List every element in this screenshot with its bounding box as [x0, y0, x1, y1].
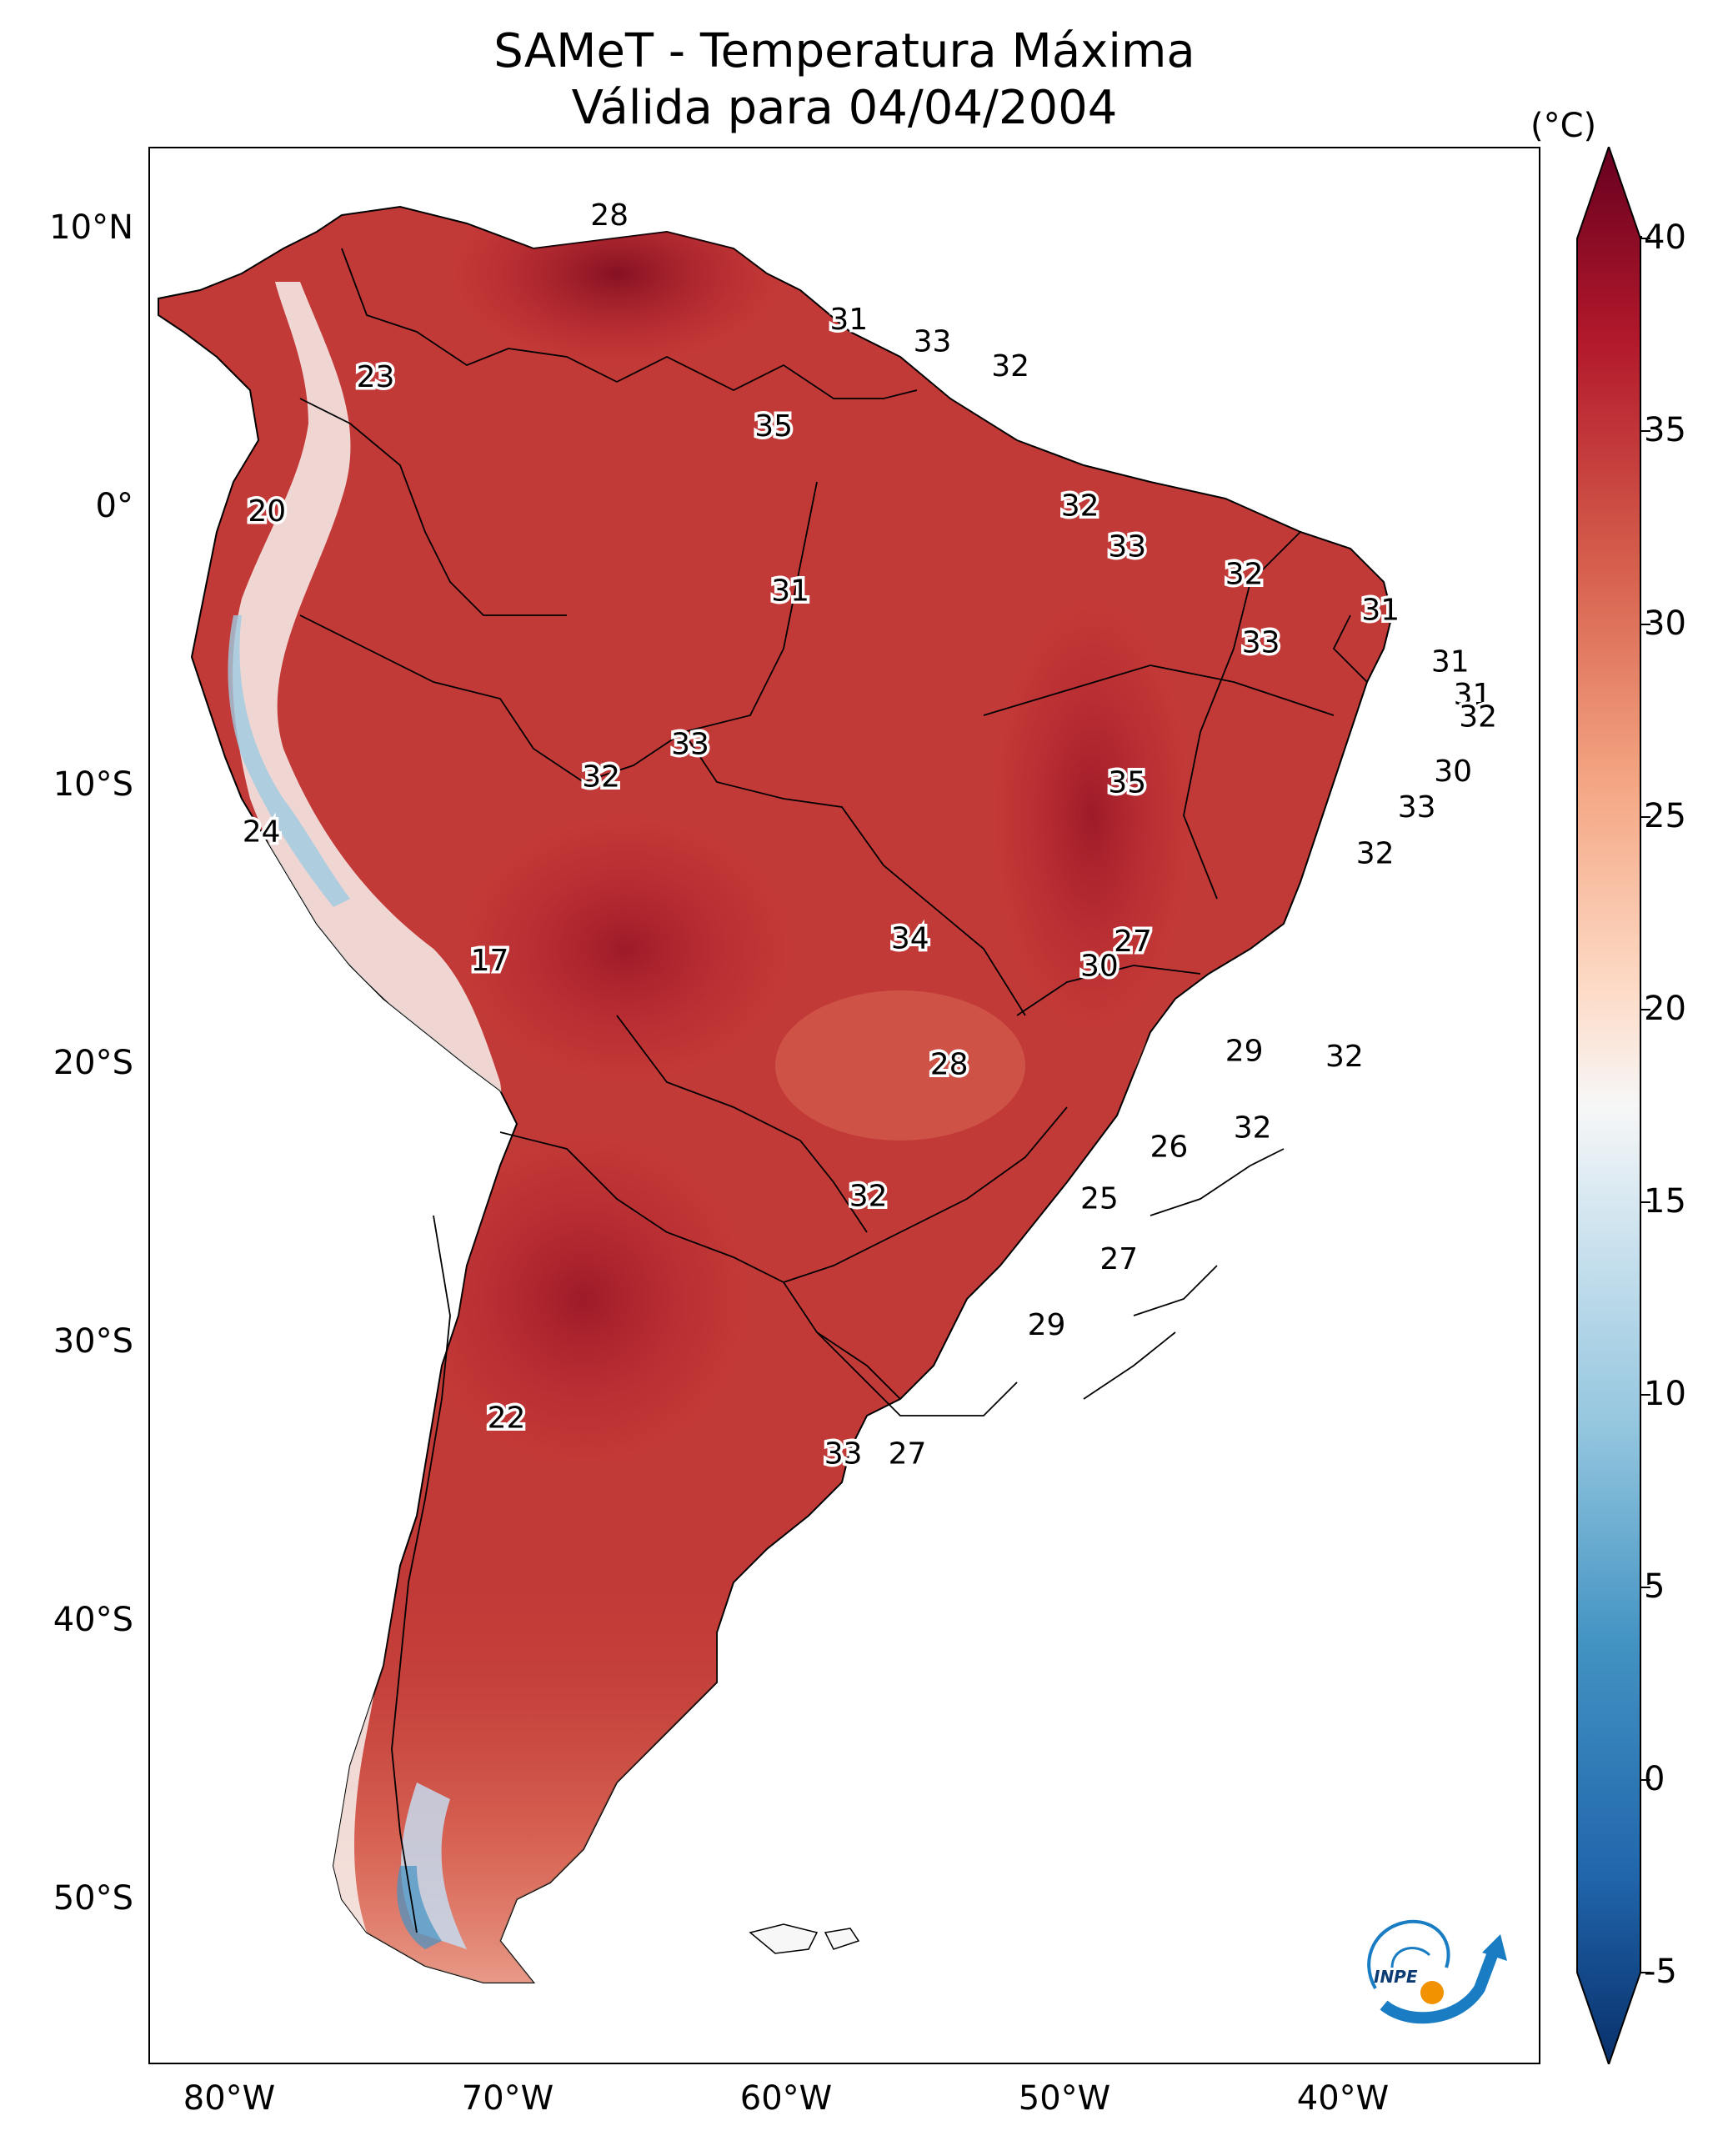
- temp-label-23: 34: [891, 922, 929, 956]
- temp-label-17: 30: [1434, 755, 1472, 789]
- temp-label-34: 27: [1099, 1242, 1138, 1276]
- map-title: SAMeT - Temperatura Máxima Válida para 0…: [148, 23, 1540, 137]
- logo-text: INPE: [1374, 1967, 1418, 1987]
- title-line-1: SAMeT - Temperatura Máxima: [493, 24, 1195, 78]
- title-line-2: Válida para 04/04/2004: [571, 81, 1118, 135]
- lon-label-70w: 70°W: [461, 2079, 554, 2118]
- colorbar: [1576, 147, 1642, 2064]
- colorbar-tick-marks: [1640, 238, 1650, 1973]
- temp-label-9: 32: [1225, 558, 1264, 592]
- temp-label-8: 33: [1108, 530, 1146, 564]
- inpe-logo: INPE: [1367, 1919, 1507, 2024]
- temp-label-16: 33: [671, 727, 709, 761]
- lat-label-30s: 30°S: [53, 1322, 133, 1361]
- temp-label-11: 31: [1361, 593, 1400, 627]
- lat-label-0: 0°: [95, 487, 133, 525]
- temp-label-7: 32: [1061, 489, 1099, 523]
- lon-label-60w: 60°W: [739, 2079, 833, 2118]
- temp-label-22: 32: [1356, 837, 1395, 871]
- temp-label-30: 32: [1234, 1111, 1272, 1145]
- temp-label-1: 31: [829, 303, 868, 337]
- temp-label-2: 33: [914, 324, 952, 358]
- temp-label-14: 31: [1454, 678, 1492, 712]
- lat-label-20s: 20°S: [53, 1044, 133, 1082]
- temp-label-26: 17: [471, 944, 509, 978]
- temp-label-21: 24: [243, 815, 281, 849]
- temp-label-5: 35: [754, 409, 793, 444]
- colorbar-tick-5: 5: [1644, 1567, 1665, 1606]
- temp-label-37: 33: [824, 1436, 863, 1471]
- temp-label-10: 31: [771, 574, 809, 608]
- lat-label-10s: 10°S: [53, 765, 133, 804]
- falkland-islands: [749, 1923, 860, 1954]
- lat-label-50s: 50°S: [53, 1879, 133, 1918]
- temp-label-36: 22: [488, 1401, 526, 1436]
- temp-label-27: 29: [1225, 1034, 1264, 1068]
- lon-label-80w: 80°W: [183, 2079, 276, 2118]
- map-panel: 28 31 33 32 23 35 20 32 33 32 31 31 33 31 31 32 33 30 32 35…: [148, 147, 1540, 2064]
- temp-label-25: 30: [1080, 949, 1119, 983]
- temp-label-12: 33: [1242, 626, 1280, 660]
- temp-label-18: 32: [582, 760, 620, 795]
- lat-label-40s: 40°S: [53, 1601, 133, 1639]
- temp-label-20: 33: [1398, 790, 1436, 825]
- colorbar-tick-40: 40: [1644, 218, 1686, 257]
- lon-label-50w: 50°W: [1018, 2079, 1111, 2118]
- temp-label-19: 35: [1108, 765, 1146, 800]
- temp-label-28: 28: [930, 1048, 969, 1082]
- temp-label-33: 32: [849, 1179, 888, 1213]
- temp-label-4: 23: [357, 360, 395, 394]
- colorbar-tick-20: 20: [1644, 990, 1686, 1028]
- colorbar-tick-10: 10: [1644, 1375, 1686, 1413]
- temp-label-3: 32: [991, 349, 1029, 384]
- temp-label-15: 32: [1459, 699, 1497, 734]
- lat-label-10n: 10°N: [49, 208, 133, 247]
- temp-label-35: 29: [1028, 1308, 1066, 1342]
- colorbar-tick-35: 35: [1644, 411, 1686, 449]
- colorbar-tick-15: 15: [1644, 1182, 1686, 1221]
- lon-label-40w: 40°W: [1296, 2079, 1390, 2118]
- colorbar-tick-0: 0: [1644, 1760, 1665, 1798]
- colorbar-tick-minus5: -5: [1644, 1953, 1677, 1991]
- country-borders: [299, 248, 1368, 1933]
- temp-label-0: 28: [590, 198, 629, 233]
- temp-label-6: 20: [248, 494, 286, 529]
- temp-label-24: 27: [1114, 925, 1152, 959]
- temp-label-13: 31: [1431, 645, 1470, 679]
- colorbar-tick-25: 25: [1644, 797, 1686, 835]
- temp-label-31: 26: [1150, 1130, 1188, 1164]
- colorbar-tick-30: 30: [1644, 604, 1686, 643]
- colorbar-unit: (°C): [1530, 107, 1597, 145]
- temp-label-38: 27: [889, 1436, 927, 1471]
- temp-label-29: 32: [1325, 1040, 1364, 1074]
- temp-label-32: 25: [1080, 1182, 1119, 1216]
